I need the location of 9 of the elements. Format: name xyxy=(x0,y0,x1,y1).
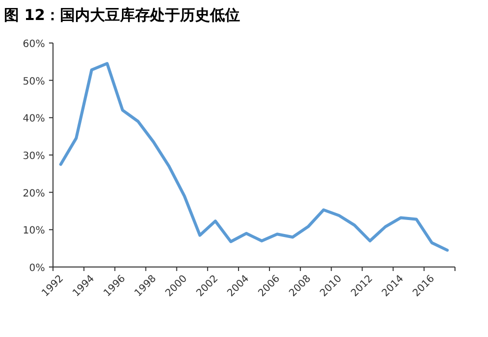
y-tick-label: 10% xyxy=(22,226,45,237)
chart-title: 图 12：国内大豆库存处于历史低位 xyxy=(4,6,240,24)
y-tick-label: 0% xyxy=(29,263,45,274)
y-tick-label: 40% xyxy=(22,114,45,125)
line-series xyxy=(59,62,449,252)
y-tick-label: 60% xyxy=(22,39,45,50)
y-tick-label: 20% xyxy=(22,188,45,200)
y-tick-label: 50% xyxy=(22,76,45,88)
y-tick-label: 30% xyxy=(22,151,45,162)
